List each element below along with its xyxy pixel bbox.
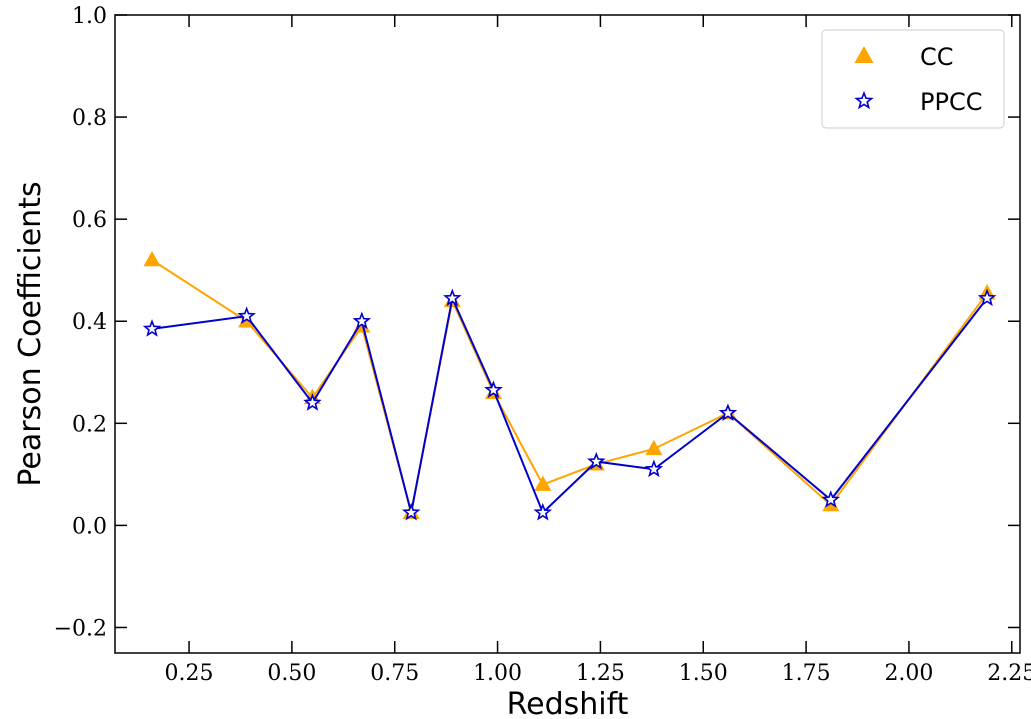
series-line-cc (151, 259, 988, 513)
y-axis-ticks: −0.2 0.0 0.2 0.4 0.6 0.8 1.0 (54, 4, 1020, 641)
x-axis-ticks: 0.25 0.50 0.75 1.00 1.25 1.50 1.75 2.00 2.25 (165, 15, 1031, 686)
x-tick-label: 0.25 (165, 661, 214, 686)
x-axis-title: Redshift (507, 687, 629, 719)
x-tick-label: 1.50 (679, 661, 728, 686)
series-ppcc (142, 288, 997, 521)
x-tick-label: 2.25 (987, 661, 1031, 686)
data-point-ppcc (644, 459, 664, 478)
y-axis-title: Pearson Coefficients (13, 181, 48, 486)
y-tick-label: 0.4 (72, 310, 107, 335)
series-line-ppcc (151, 294, 988, 515)
y-tick-label: 0.2 (72, 412, 107, 437)
y-tick-label: 0.6 (72, 208, 107, 233)
series-layer (142, 250, 997, 521)
data-point-ppcc (977, 288, 997, 307)
data-point-ppcc (533, 502, 553, 521)
x-tick-label: 1.25 (576, 661, 625, 686)
y-tick-label: −0.2 (54, 616, 107, 641)
legend-label-ppcc: PPCC (920, 88, 982, 116)
data-point-ppcc (443, 288, 462, 307)
data-point-cc (534, 475, 552, 491)
data-point-cc (143, 250, 161, 267)
y-tick-label: 0.8 (72, 106, 107, 131)
x-tick-label: 1.00 (473, 661, 522, 686)
data-point-ppcc (718, 403, 738, 421)
data-point-ppcc (237, 306, 256, 325)
plot-frame (114, 14, 1021, 654)
data-point-ppcc (303, 393, 322, 411)
series-cc (143, 250, 996, 519)
y-tick-label: 0.0 (72, 514, 107, 539)
data-point-ppcc (821, 490, 841, 508)
legend: CC PPCC (821, 29, 1005, 129)
x-tick-label: 0.75 (370, 661, 419, 686)
legend-label-cc: CC (920, 43, 954, 71)
x-tick-label: 0.50 (267, 661, 316, 686)
data-point-ppcc (401, 502, 421, 521)
legend-marker-cc (854, 46, 874, 63)
data-point-ppcc (587, 451, 606, 470)
legend-marker-ppcc (854, 90, 874, 110)
y-tick-label: 1.0 (72, 4, 107, 29)
data-point-ppcc (142, 319, 162, 337)
x-tick-label: 1.75 (782, 661, 831, 686)
x-tick-label: 2.00 (884, 661, 933, 686)
data-point-cc (645, 439, 663, 456)
data-point-ppcc (352, 311, 372, 330)
data-point-ppcc (484, 380, 503, 399)
